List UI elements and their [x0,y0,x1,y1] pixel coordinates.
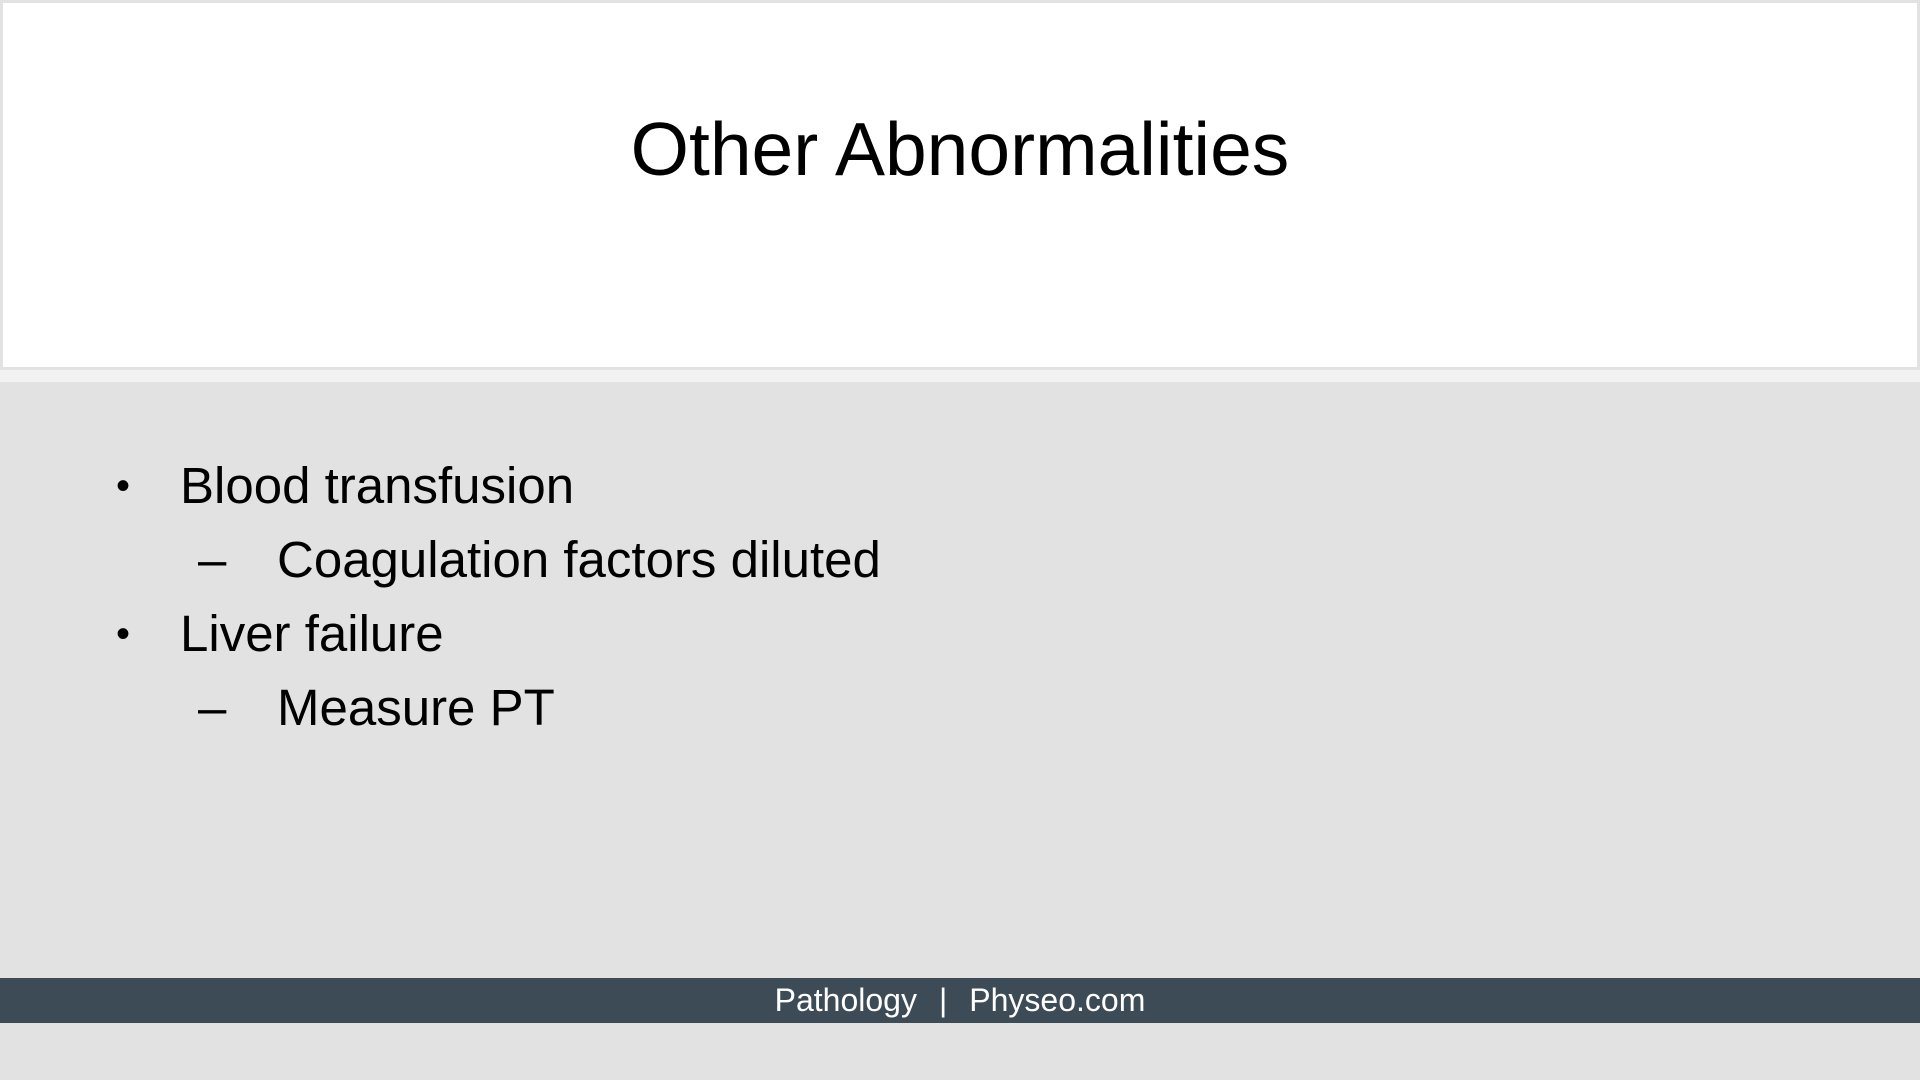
content-area: • Blood transfusion – Coagulation factor… [0,382,1920,978]
sub-bullet-marker: – [198,531,227,588]
bullet-item: Blood transfusion [180,457,575,514]
slide-title: Other Abnormalities [630,107,1290,191]
bullet-marker: • [116,612,131,656]
footer-site: Physeo.com [969,982,1146,1018]
bullet-marker: • [116,464,131,508]
footer-bar: Pathology | Physeo.com [0,978,1920,1023]
footer-separator: | [938,982,948,1018]
divider [0,370,1920,382]
footer-subject: Pathology [774,982,917,1018]
sub-bullet-item: Coagulation factors diluted [277,531,881,588]
sub-bullet-item: Measure PT [277,679,555,736]
title-panel [0,0,1920,370]
bullet-item: Liver failure [180,605,444,662]
sub-bullet-marker: – [198,679,227,736]
